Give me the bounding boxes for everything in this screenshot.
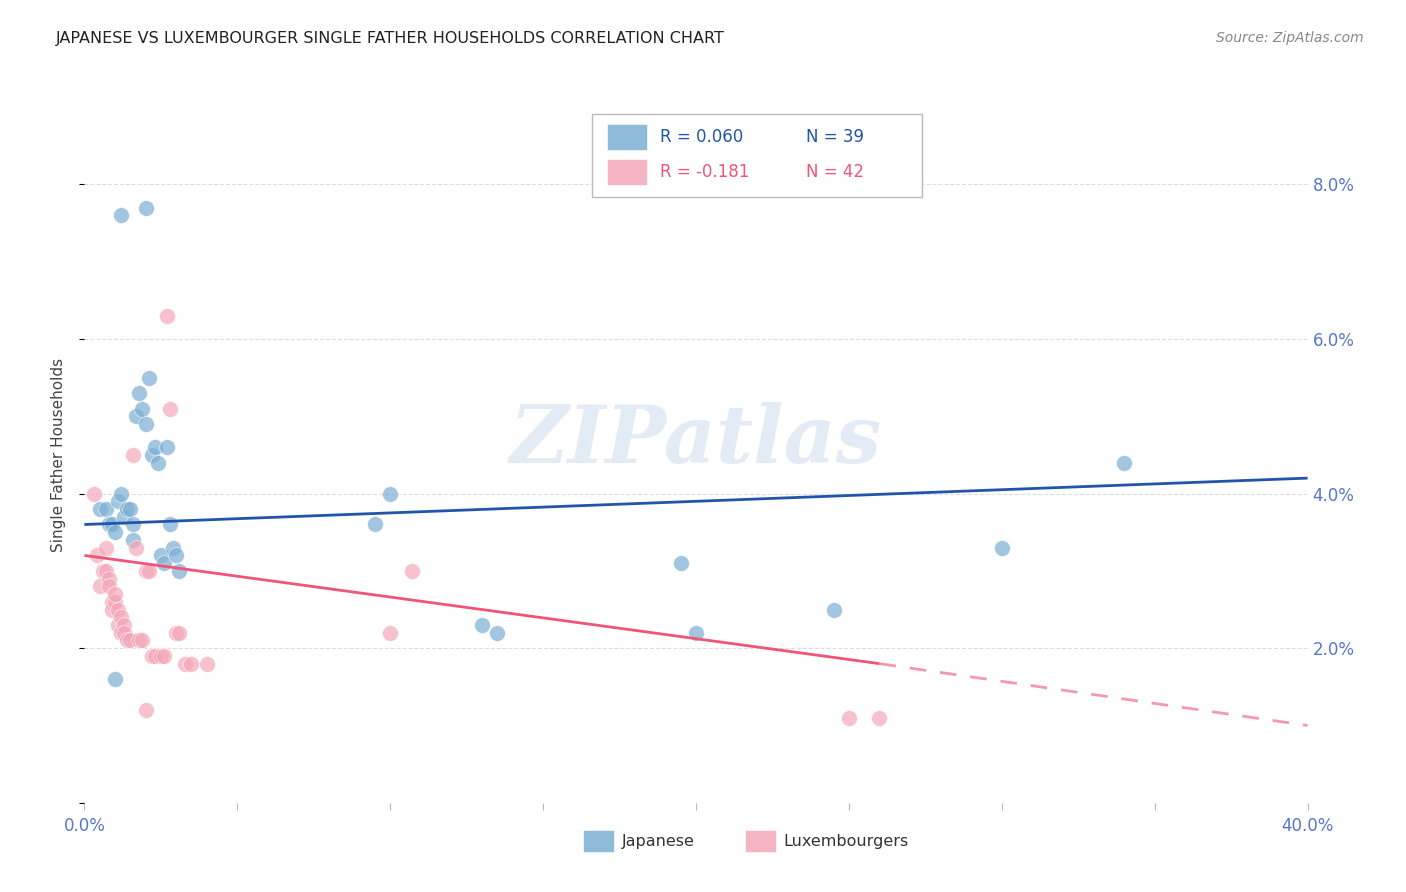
Point [156,309,179,323]
Point [115,502,138,516]
Point [83,486,105,500]
Point [89,579,111,593]
Point [125,409,148,424]
Text: Japanese: Japanese [621,834,695,848]
Point [380,625,402,640]
Point [97,579,120,593]
Point [94,541,117,555]
Point [122,517,145,532]
Bar [606,124,647,150]
Text: N = 42: N = 42 [806,162,865,181]
Point [104,595,127,609]
Point [1114,456,1136,470]
Point [131,401,153,416]
Point [823,602,845,616]
Text: R = -0.181: R = -0.181 [661,162,749,181]
Point [141,448,163,462]
Point [156,440,179,454]
Point [486,625,509,640]
Text: Luxembourgers: Luxembourgers [783,834,908,848]
Point [128,386,150,401]
Point [89,502,111,516]
Point [112,625,135,640]
Point [162,541,184,555]
Point [104,587,127,601]
Point [135,564,157,578]
Point [110,610,132,624]
Point [97,517,120,532]
Point [101,602,124,616]
Point [94,564,117,578]
Point [991,541,1014,555]
Text: ZIPatlas: ZIPatlas [510,402,882,480]
Point [138,564,160,578]
Point [86,549,108,563]
Point [135,703,157,717]
Point [838,711,860,725]
Point [146,456,169,470]
Point [122,448,145,462]
Point [125,541,148,555]
Point [110,208,132,222]
Point [128,633,150,648]
Point [104,672,127,686]
Point [165,549,187,563]
Point [110,625,132,640]
Point [174,657,197,671]
Point [159,517,181,532]
Point [110,486,132,500]
Point [138,370,160,384]
Point [107,494,129,508]
Point [101,595,124,609]
Bar [606,159,647,185]
Point [364,517,387,532]
Point [401,564,423,578]
Point [167,564,190,578]
Point [101,517,124,532]
Point [107,602,129,616]
Point [195,657,218,671]
Point [165,625,187,640]
Point [115,633,138,648]
Point [141,648,163,663]
Point [149,549,172,563]
Point [167,625,190,640]
Point [104,525,127,540]
Point [97,572,120,586]
Point [380,486,402,500]
Point [120,502,142,516]
Point [107,618,129,632]
Point [131,633,153,648]
Point [143,440,166,454]
Point [159,401,181,416]
Point [869,711,891,725]
Point [91,564,114,578]
Point [685,625,707,640]
Point [180,657,202,671]
Text: JAPANESE VS LUXEMBOURGER SINGLE FATHER HOUSEHOLDS CORRELATION CHART: JAPANESE VS LUXEMBOURGER SINGLE FATHER H… [56,31,725,46]
Point [669,556,692,570]
Y-axis label: Single Father Households: Single Father Households [51,358,66,552]
Point [122,533,145,547]
Text: Source: ZipAtlas.com: Source: ZipAtlas.com [1216,31,1364,45]
Point [120,633,142,648]
Point [135,417,157,431]
Point [94,502,117,516]
Text: N = 39: N = 39 [806,128,865,146]
Point [153,556,176,570]
Point [143,648,166,663]
FancyBboxPatch shape [592,114,922,197]
Point [153,648,176,663]
Point [471,618,494,632]
Point [112,618,135,632]
Text: R = 0.060: R = 0.060 [661,128,744,146]
Point [112,509,135,524]
Point [149,648,172,663]
Point [135,201,157,215]
